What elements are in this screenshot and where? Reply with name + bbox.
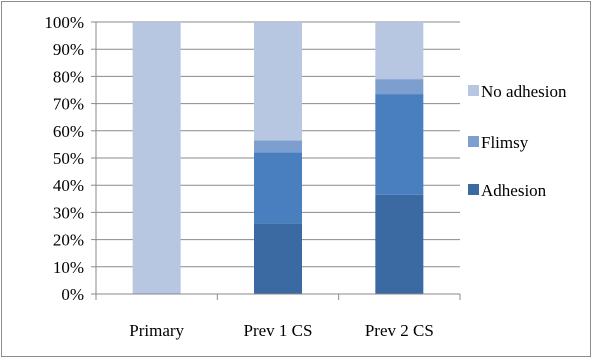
bar-segment [375, 79, 424, 95]
y-tick-label: 30% [53, 203, 84, 222]
y-tick-label: 100% [44, 13, 84, 32]
y-tick-label: 60% [53, 122, 84, 141]
y-tick-label: 0% [61, 285, 84, 304]
y-tick-label: 20% [53, 231, 84, 250]
x-tick-labels: Primary Prev 1 CS Prev 2 CS [129, 321, 434, 340]
bar-segment [375, 22, 424, 80]
x-tick-label: Prev 1 CS [244, 321, 313, 340]
bar-segment [254, 22, 302, 141]
legend-swatch [468, 136, 479, 147]
legend-label: No adhesion [481, 82, 567, 101]
y-tick-label: 50% [53, 149, 84, 168]
legend-label: Adhesion [481, 181, 547, 200]
y-tick-label: 80% [53, 67, 84, 86]
bar-segment [375, 94, 424, 195]
legend-label: Flimsy [481, 133, 529, 152]
y-tick-label: 10% [53, 258, 84, 277]
y-tick-label: 90% [53, 40, 84, 59]
bars [132, 22, 424, 294]
bar-segment [375, 194, 424, 294]
bar-segment [254, 223, 302, 294]
legend: No adhesion Flimsy Adhesion [468, 82, 567, 200]
y-tick-labels: 0% 10% 20% 30% 40% 50% 60% 70% 80% 90% 100% [44, 13, 84, 304]
legend-swatch [468, 85, 479, 96]
axes [91, 21, 461, 300]
x-tick-label: Prev 2 CS [365, 321, 434, 340]
bar-segment [254, 152, 302, 224]
legend-swatch [468, 184, 479, 195]
y-tick-label: 40% [53, 176, 84, 195]
bar-segment [254, 140, 302, 153]
bar-segment [132, 22, 181, 294]
x-tick-label: Primary [129, 321, 184, 340]
y-tick-label: 70% [53, 95, 84, 114]
